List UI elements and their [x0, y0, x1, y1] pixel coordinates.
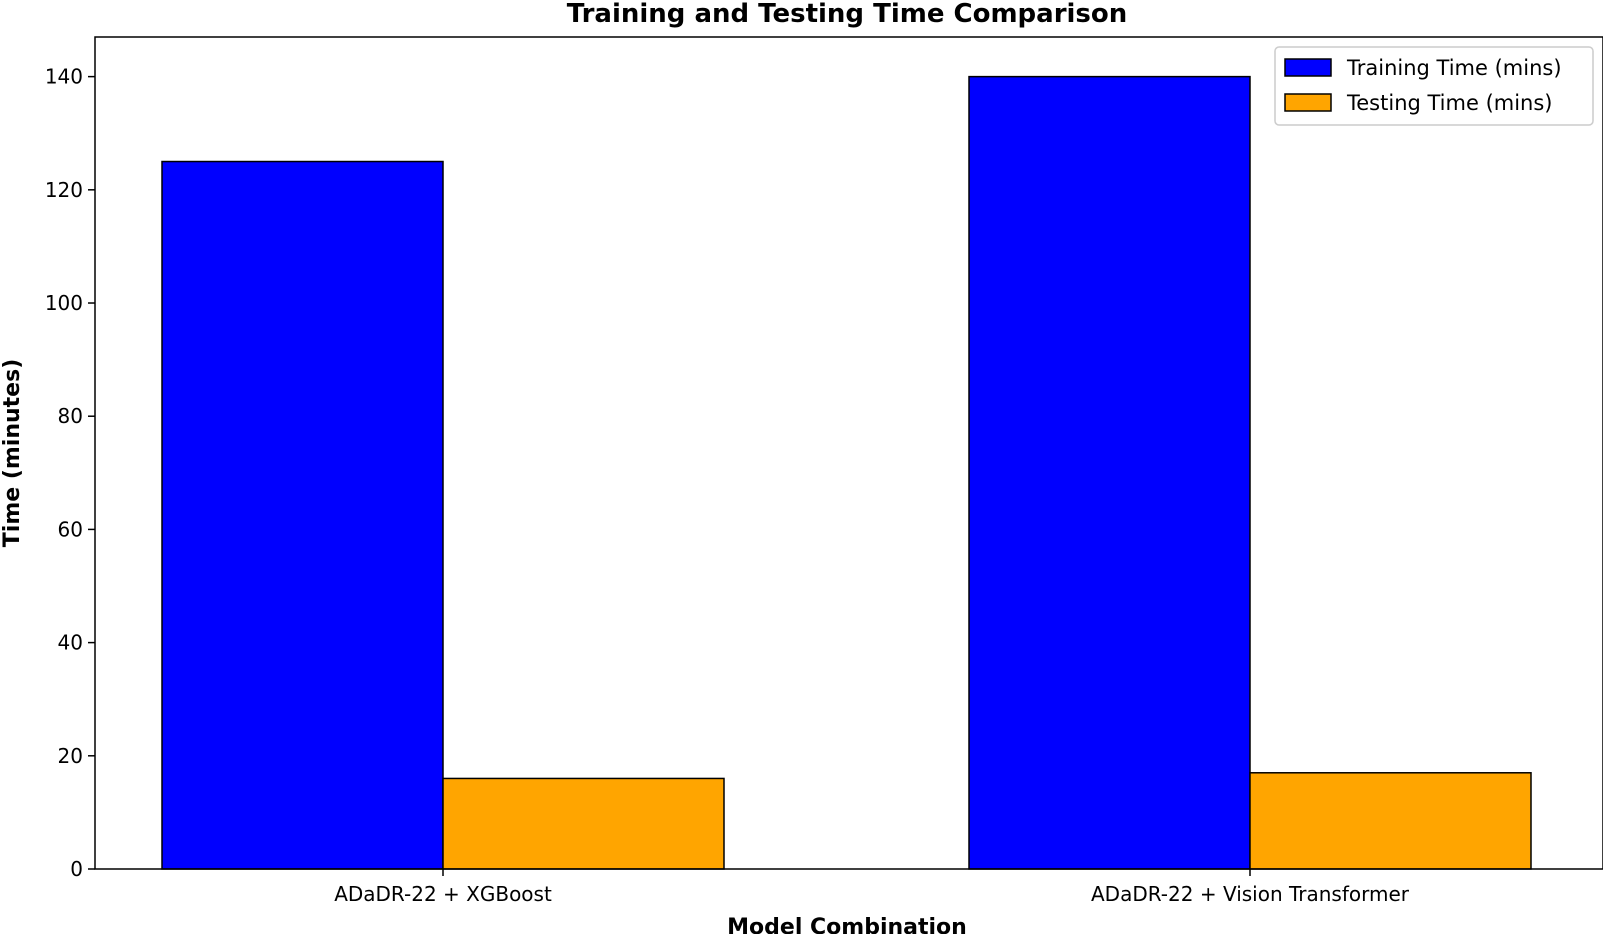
x-tick-label: ADaDR-22 + XGBoost	[334, 882, 552, 906]
bar-testing-2	[1249, 772, 1532, 870]
y-tick-label: 120	[45, 178, 83, 202]
legend-swatch	[1284, 93, 1332, 112]
legend-swatch	[1284, 58, 1332, 77]
bars-group	[161, 75, 1532, 870]
y-tick-label: 80	[58, 404, 83, 428]
y-tick-label: 60	[58, 517, 83, 541]
bar-training-1	[161, 160, 444, 870]
legend: Training Time (mins) Testing Time (mins)	[1274, 46, 1594, 126]
legend-box	[1274, 46, 1594, 126]
y-tick-label: 0	[70, 857, 83, 881]
y-tick-label: 100	[45, 291, 83, 315]
y-tick-label: 20	[58, 744, 83, 768]
x-tick-label: ADaDR-22 + Vision Transformer	[1091, 882, 1410, 906]
y-axis-ticks: 0 20 40 60 80 100 120 140	[45, 65, 95, 881]
y-tick-label: 40	[58, 631, 83, 655]
chart-title: Training and Testing Time Comparison	[567, 0, 1128, 29]
plot-area-frame	[94, 36, 1603, 870]
y-tick-label: 140	[45, 65, 83, 89]
bar-testing-1	[442, 777, 725, 870]
x-axis-label: Model Combination	[727, 915, 967, 934]
legend-label: Training Time (mins)	[1346, 56, 1562, 80]
x-axis-ticks: ADaDR-22 + XGBoost ADaDR-22 + Vision Tran…	[334, 869, 1410, 906]
bar-training-2	[968, 75, 1251, 870]
legend-label: Testing Time (mins)	[1346, 91, 1553, 115]
y-axis-label: Time (minutes)	[0, 359, 25, 547]
